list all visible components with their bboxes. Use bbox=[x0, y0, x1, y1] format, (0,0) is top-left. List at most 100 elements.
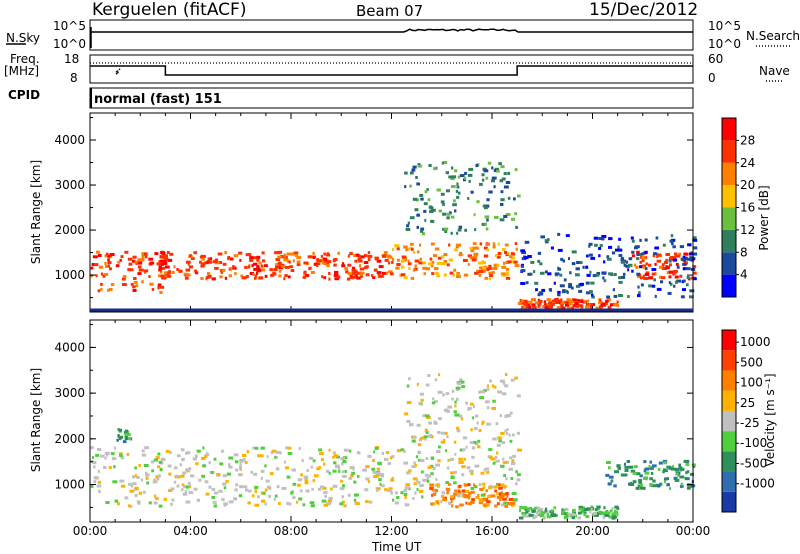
power-cell bbox=[252, 256, 257, 260]
velocity-cell bbox=[248, 489, 252, 493]
power-cell bbox=[365, 273, 370, 277]
velocity-cell bbox=[529, 514, 534, 517]
power-colorbar-segment bbox=[722, 162, 736, 186]
power-cell bbox=[353, 254, 358, 258]
velocity-cell bbox=[444, 431, 448, 435]
velocity-cell bbox=[158, 504, 163, 508]
power-cell bbox=[595, 306, 599, 310]
velocity-cell bbox=[492, 399, 496, 403]
power-cell bbox=[104, 254, 108, 258]
velocity-cell bbox=[239, 459, 244, 463]
velocity-cell bbox=[470, 490, 475, 494]
velocity-cell bbox=[511, 503, 515, 507]
power-cell bbox=[135, 284, 139, 288]
velocity-cell bbox=[656, 484, 661, 488]
power-cell bbox=[493, 263, 497, 267]
velocity-cell bbox=[413, 482, 417, 486]
power-cell bbox=[378, 265, 384, 269]
velocity-cell bbox=[669, 487, 671, 491]
power-cell bbox=[127, 257, 133, 261]
velocity-cell bbox=[431, 401, 435, 405]
power-colorbar-segment bbox=[722, 229, 736, 253]
power-cell bbox=[669, 259, 672, 263]
power-cell bbox=[520, 269, 526, 273]
velocity-colorbar-segment bbox=[722, 471, 736, 492]
power-cell bbox=[500, 198, 505, 202]
power-cell bbox=[200, 264, 205, 268]
velocity-cell bbox=[434, 489, 439, 493]
velocity-cell bbox=[478, 498, 483, 502]
velocity-cell bbox=[391, 455, 395, 459]
velocity-cell bbox=[463, 457, 466, 461]
power-cell bbox=[636, 257, 640, 261]
velocity-cell bbox=[638, 478, 643, 482]
power-cell bbox=[472, 242, 477, 246]
nave-tick-min: 0 bbox=[708, 71, 716, 85]
velocity-cell bbox=[378, 478, 382, 482]
power-cell bbox=[205, 276, 209, 280]
velocity-cell bbox=[431, 502, 436, 506]
power-cell bbox=[492, 242, 496, 246]
velocity-cell bbox=[616, 464, 621, 468]
power-cell bbox=[479, 182, 483, 186]
power-cell bbox=[521, 299, 524, 303]
power-cell bbox=[264, 264, 268, 268]
velocity-cell bbox=[364, 488, 369, 492]
power-frame bbox=[89, 112, 694, 313]
power-cell bbox=[129, 268, 134, 272]
power-cell bbox=[164, 265, 170, 269]
velocity-cell bbox=[512, 454, 516, 458]
velocity-cell bbox=[495, 459, 500, 463]
velocity-cell bbox=[474, 414, 479, 418]
velocity-cell bbox=[141, 449, 145, 453]
velocity-cell bbox=[474, 427, 478, 431]
power-cell bbox=[448, 258, 453, 262]
power-cell bbox=[591, 295, 595, 299]
velocity-cell bbox=[365, 500, 369, 504]
velocity-cell bbox=[113, 446, 117, 450]
velocity-cell bbox=[254, 446, 259, 450]
power-cell bbox=[390, 272, 394, 276]
velocity-cell bbox=[97, 480, 101, 484]
velocity-cell bbox=[482, 497, 487, 501]
velocity-cell bbox=[254, 490, 257, 493]
velocity-cell bbox=[435, 483, 439, 487]
power-cell bbox=[95, 250, 100, 254]
velocity-cell bbox=[446, 466, 450, 470]
power-cell bbox=[553, 300, 558, 304]
power-cell bbox=[672, 271, 677, 275]
velocity-cell bbox=[451, 504, 454, 508]
power-cell bbox=[546, 302, 550, 306]
power-cell bbox=[451, 166, 454, 170]
velocity-cell bbox=[371, 467, 375, 471]
velocity-cell bbox=[522, 506, 527, 510]
velocity-cell bbox=[124, 496, 129, 500]
nsky-trace bbox=[90, 28, 693, 33]
power-cell bbox=[207, 274, 212, 278]
power-cell bbox=[91, 263, 95, 266]
velocity-cell bbox=[492, 437, 497, 441]
velocity-cell bbox=[494, 485, 498, 489]
nsky-tick-min: 10^0 bbox=[53, 37, 86, 51]
velocity-cell bbox=[228, 500, 234, 504]
power-cell bbox=[557, 290, 561, 294]
power-cell bbox=[373, 268, 378, 272]
power-cell bbox=[445, 189, 450, 193]
power-cell bbox=[478, 273, 482, 277]
power-cell bbox=[411, 247, 414, 251]
power-cell bbox=[443, 260, 447, 263]
velocity-cell bbox=[683, 459, 688, 463]
power-cell bbox=[359, 271, 365, 275]
velocity-cell bbox=[261, 499, 266, 503]
power-cell bbox=[606, 255, 610, 259]
power-cell bbox=[286, 252, 292, 256]
power-cell bbox=[456, 271, 460, 275]
velocity-cell bbox=[486, 406, 490, 410]
power-cell bbox=[110, 283, 115, 287]
velocity-cell bbox=[300, 473, 303, 477]
power-cell bbox=[668, 275, 672, 279]
velocity-cell bbox=[545, 507, 548, 511]
velocity-cell bbox=[328, 496, 333, 500]
velocity-cell bbox=[561, 510, 564, 514]
power-cell bbox=[421, 232, 426, 236]
